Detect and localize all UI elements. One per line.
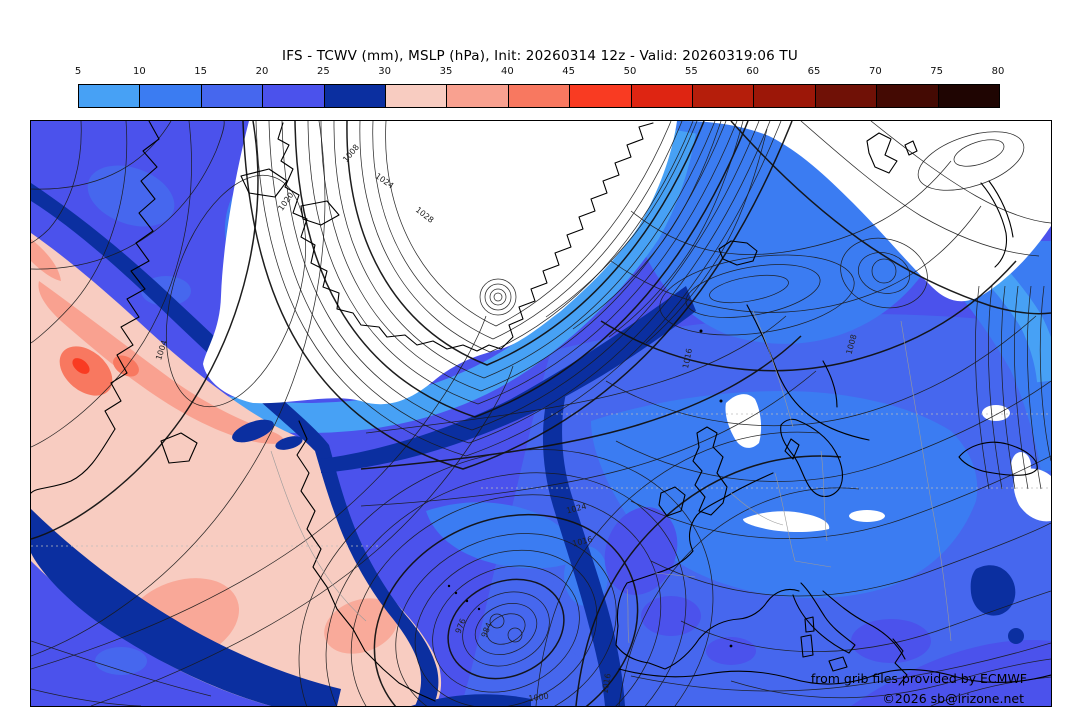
colorbar-tick: 60 <box>746 66 760 77</box>
graticule <box>31 413 1051 547</box>
dry-white-zones <box>203 121 1051 532</box>
colorbar-segment <box>386 85 448 107</box>
colorbar-segment <box>877 85 939 107</box>
colorbar-tick: 25 <box>316 66 330 77</box>
colorbar-segment <box>79 85 141 107</box>
colorbar-tick: 75 <box>930 66 944 77</box>
mslp-contours <box>31 121 1051 706</box>
colorbar-segment <box>631 85 694 107</box>
colorbar <box>78 84 1000 108</box>
colorbar-segment <box>693 85 755 107</box>
isobar-label: 1000 <box>528 692 549 704</box>
colorbar-tick: 20 <box>255 66 269 77</box>
colorbar-tick-labels: 5 10 15 20 25 30 35 40 45 50 55 60 65 70 75 80 <box>0 66 1080 80</box>
colorbar-segment <box>447 85 509 107</box>
colorbar-segment <box>815 85 878 107</box>
attribution-line1: from grib files provided by ECMWF <box>811 671 1027 686</box>
colorbar-tick: 5 <box>74 66 82 77</box>
attribution-line2: ©2026 sb@irizone.net <box>882 691 1024 706</box>
chart-title: IFS - TCWV (mm), MSLP (hPa), Init: 20260… <box>282 48 798 64</box>
colorbar-tick: 40 <box>500 66 514 77</box>
colorbar-tick: 65 <box>807 66 821 77</box>
map-panel: 1020 1008 1004 1028 1024 1024 1016 976 984 1000 10… <box>30 120 1052 707</box>
colorbar-tick: 70 <box>868 66 882 77</box>
colorbar-segment <box>263 85 325 107</box>
colorbar-segment <box>938 85 1000 107</box>
navy-bands <box>31 183 1024 706</box>
country-borders <box>270 310 952 644</box>
colorbar-tick: 10 <box>132 66 146 77</box>
colorbar-tick: 50 <box>623 66 637 77</box>
colorbar-tick: 35 <box>439 66 453 77</box>
isobar-label: 1016 <box>681 348 694 370</box>
colorbar-segment <box>754 85 816 107</box>
colorbar-tick: 45 <box>562 66 576 77</box>
colorbar-segment <box>508 85 571 107</box>
colorbar-tick: 55 <box>684 66 698 77</box>
colorbar-tick: 30 <box>378 66 392 77</box>
colorbar-segment <box>324 85 387 107</box>
colorbar-segment <box>570 85 632 107</box>
coastlines <box>31 121 1051 702</box>
isobar-label: 1016 <box>600 673 612 695</box>
colorbar-segment <box>140 85 202 107</box>
colorbar-tick: 15 <box>194 66 208 77</box>
attribution: from grib files provided by ECMWF ©2026 … <box>811 671 1027 706</box>
colorbar-tick: 80 <box>991 66 1005 77</box>
colorbar-segment <box>201 85 264 107</box>
tcwv-fill-layer <box>31 121 1051 706</box>
deep-low-contours <box>298 449 714 706</box>
